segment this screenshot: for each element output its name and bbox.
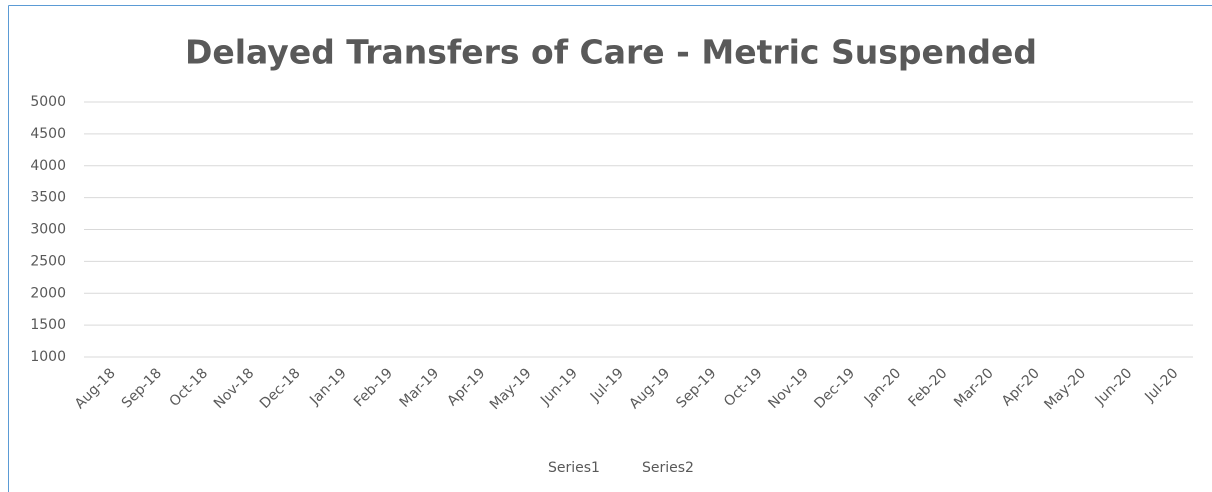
y-tick-label: 4500 — [30, 126, 66, 142]
legend-label: Series2 — [642, 460, 694, 476]
chart-title: Delayed Transfers of Care - Metric Suspe… — [185, 33, 1037, 72]
y-tick-label: 4000 — [30, 158, 66, 174]
y-tick-label: 2000 — [30, 285, 66, 301]
y-tick-label: 1500 — [30, 317, 66, 333]
y-tick-label: 1000 — [30, 349, 66, 365]
y-tick-label: 3000 — [30, 222, 66, 238]
y-tick-label: 3500 — [30, 190, 66, 206]
y-tick-label: 5000 — [30, 94, 66, 110]
legend-label: Series1 — [548, 460, 600, 476]
y-tick-label: 2500 — [30, 253, 66, 269]
